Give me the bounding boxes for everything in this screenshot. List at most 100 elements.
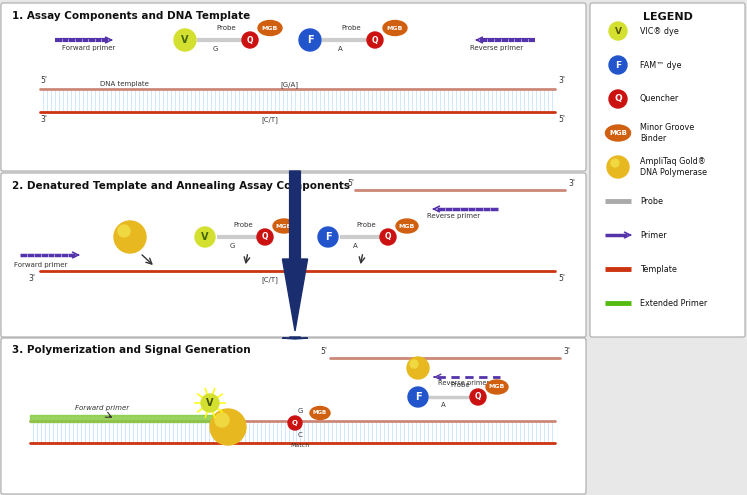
Text: VIC® dye: VIC® dye [640,27,679,36]
Text: Q: Q [614,95,622,103]
Text: 5': 5' [558,274,565,283]
Text: Q: Q [385,233,391,242]
Text: 3': 3' [40,115,47,124]
Text: [C/T]: [C/T] [261,276,279,283]
Ellipse shape [258,20,282,36]
Text: MGB: MGB [609,130,627,136]
Text: 5': 5' [558,115,565,124]
Circle shape [288,416,302,430]
Circle shape [609,22,627,40]
Circle shape [318,227,338,247]
FancyBboxPatch shape [1,3,586,171]
Text: Minor Groove
Binder: Minor Groove Binder [640,123,694,143]
Text: MGB: MGB [313,410,327,415]
Text: 3': 3' [558,76,565,85]
Text: AmpliTaq Gold®
DNA Polymerase: AmpliTaq Gold® DNA Polymerase [640,157,707,177]
Text: G: G [229,243,235,249]
Circle shape [407,357,429,379]
Ellipse shape [310,406,330,419]
Text: 1. Assay Components and DNA Template: 1. Assay Components and DNA Template [12,11,250,21]
Text: FAM™ dye: FAM™ dye [640,60,681,69]
Ellipse shape [396,219,418,233]
Text: Primer: Primer [640,231,666,240]
Text: Q: Q [261,233,268,242]
FancyBboxPatch shape [590,3,745,337]
Text: MGB: MGB [276,224,292,229]
Text: V: V [201,232,208,242]
Circle shape [201,394,219,412]
Ellipse shape [273,219,295,233]
FancyBboxPatch shape [1,338,586,494]
Text: Reverse primer: Reverse primer [470,45,523,51]
Text: 5': 5' [347,179,354,188]
Ellipse shape [606,125,630,141]
Circle shape [257,229,273,245]
Text: Probe: Probe [640,197,663,205]
Text: Probe: Probe [341,25,361,31]
Circle shape [611,159,619,167]
Text: G: G [297,408,303,414]
Text: MGB: MGB [387,26,403,31]
Ellipse shape [383,20,407,36]
Text: Q: Q [247,36,253,45]
Text: 5': 5' [320,347,327,356]
Text: Forward primer: Forward primer [14,262,67,268]
Circle shape [607,156,629,178]
Text: Quencher: Quencher [640,95,679,103]
FancyBboxPatch shape [1,173,586,337]
Text: [C/T]: [C/T] [261,116,279,123]
Text: LEGEND: LEGEND [643,12,693,22]
Text: 5': 5' [40,76,47,85]
Text: V: V [182,35,189,45]
Text: Extended Primer: Extended Primer [640,298,707,307]
Text: 3. Polymerization and Signal Generation: 3. Polymerization and Signal Generation [12,345,251,355]
FancyArrow shape [282,337,308,339]
Circle shape [114,221,146,253]
Circle shape [470,389,486,405]
Text: F: F [415,392,421,402]
Text: Reverse primer: Reverse primer [438,380,489,386]
Bar [30,415,225,422]
Text: Reverse primer: Reverse primer [427,213,480,219]
Text: DNA template: DNA template [100,81,149,87]
Circle shape [380,229,396,245]
Circle shape [299,29,321,51]
Text: Probe: Probe [356,222,376,228]
Circle shape [215,413,229,427]
Circle shape [210,409,246,445]
Text: 3': 3' [563,347,570,356]
Text: F: F [325,232,332,242]
Text: V: V [615,27,622,36]
Text: Q: Q [372,36,378,45]
Text: G: G [212,46,217,52]
Text: Forward primer: Forward primer [62,45,115,51]
Text: Probe: Probe [234,222,253,228]
Text: Q: Q [292,420,298,426]
Text: Match: Match [291,443,309,448]
Text: 2. Denatured Template and Annealing Assay Components: 2. Denatured Template and Annealing Assa… [12,181,350,191]
Text: A: A [353,243,357,249]
Text: [G/A]: [G/A] [280,81,298,88]
Text: V: V [206,398,214,408]
Text: 3': 3' [568,179,575,188]
Circle shape [195,227,215,247]
Text: A: A [441,402,445,408]
Text: 3': 3' [28,274,35,283]
Text: C: C [297,432,303,438]
Text: Q: Q [475,393,481,401]
Circle shape [609,56,627,74]
Text: Probe: Probe [216,25,236,31]
Ellipse shape [486,380,508,394]
Circle shape [118,225,130,237]
Text: Probe: Probe [450,382,471,388]
Circle shape [408,387,428,407]
Text: MGB: MGB [399,224,415,229]
Circle shape [609,90,627,108]
Text: F: F [307,35,313,45]
Text: Template: Template [640,264,677,274]
Text: Forward primer: Forward primer [75,405,129,411]
Circle shape [174,29,196,51]
Circle shape [410,360,418,368]
Circle shape [367,32,383,48]
Text: A: A [338,46,342,52]
